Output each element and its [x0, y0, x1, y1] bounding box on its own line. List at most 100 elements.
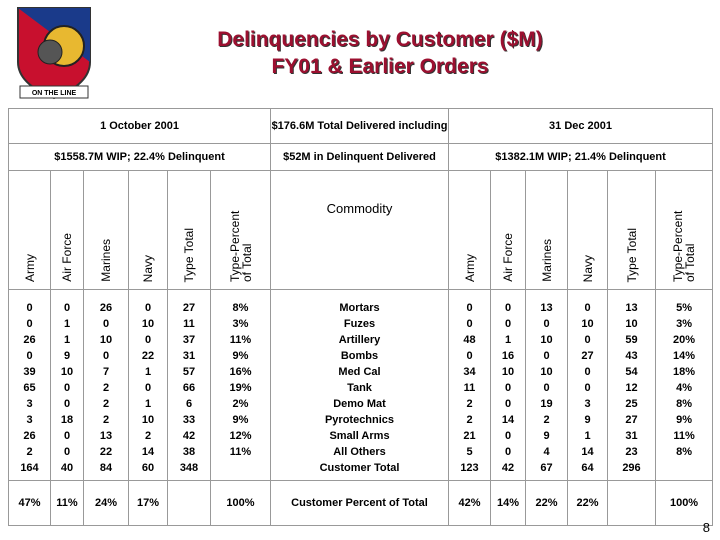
value-cell: 3	[8, 396, 51, 412]
value-cell: 13	[525, 289, 568, 316]
value-cell: 19%	[210, 380, 271, 396]
summary-header: $1558.7M WIP; 22.4% Delinquent	[8, 143, 271, 171]
value-cell: 1	[128, 364, 168, 380]
value-cell: 0	[490, 380, 526, 396]
value-cell: 20%	[654, 332, 714, 348]
value-cell: 348	[167, 460, 211, 481]
value-cell: 3%	[654, 316, 714, 332]
value-cell: 2	[448, 412, 491, 428]
value-cell: 9	[50, 348, 84, 364]
value-cell: 59	[607, 332, 656, 348]
value-cell: 9	[525, 428, 568, 444]
value-cell: 9%	[210, 412, 271, 428]
value-cell: 9%	[654, 412, 714, 428]
value-cell: 0	[448, 348, 491, 364]
value-cell: 5	[448, 444, 491, 460]
value-cell: 22	[83, 444, 129, 460]
value-cell: 10	[567, 316, 608, 332]
commodity-cell: Customer Percent of Total	[270, 480, 449, 526]
value-cell: 26	[83, 289, 129, 316]
value-cell: 0	[490, 428, 526, 444]
value-cell: 2	[83, 380, 129, 396]
column-header: Marines	[525, 170, 568, 290]
data-row: 26 0 13 2 42 12% Small Arms 21 0 9 1 31 11%	[8, 428, 714, 444]
value-cell: 34	[448, 364, 491, 380]
commodity-cell: All Others	[270, 444, 449, 460]
value-cell: 9	[567, 412, 608, 428]
value-cell: 0	[525, 380, 568, 396]
value-cell: 0	[8, 316, 51, 332]
column-header: Type-Percent of Total	[654, 170, 714, 290]
value-cell: 66	[167, 380, 211, 396]
value-cell: 2%	[210, 396, 271, 412]
data-row: 65 0 2 0 66 19% Tank 11 0 0 0 12 4%	[8, 380, 714, 396]
value-cell: 11%	[210, 444, 271, 460]
value-cell	[210, 460, 271, 481]
commodity-cell: Med Cal	[270, 364, 449, 380]
value-cell: 13	[607, 289, 656, 316]
title: Delinquencies by Customer ($M)	[217, 28, 543, 51]
column-header: Marines	[83, 170, 129, 290]
percent-cell: 24%	[83, 480, 129, 526]
column-header-text: Navy	[141, 254, 155, 282]
value-cell: 10	[83, 332, 129, 348]
value-cell: 12%	[210, 428, 271, 444]
percent-cell	[607, 480, 656, 526]
data-row: 26 1 10 0 37 11% Artillery 48 1 10 0 59 20%	[8, 332, 714, 348]
value-cell: 27	[567, 348, 608, 364]
value-cell: 11	[167, 316, 211, 332]
value-cell: 10	[525, 332, 568, 348]
value-cell: 8%	[654, 396, 714, 412]
data-row: 2 0 22 14 38 11% All Others 5 0 4 14 23 8%	[8, 444, 714, 460]
value-cell: 14	[567, 444, 608, 460]
value-cell: 11	[448, 380, 491, 396]
value-cell: 14%	[654, 348, 714, 364]
value-cell: 0	[128, 332, 168, 348]
value-cell: 5%	[654, 289, 714, 316]
value-cell: 0	[448, 316, 491, 332]
percent-cell: 47%	[8, 480, 51, 526]
value-cell: 25	[607, 396, 656, 412]
data-row: 164 40 84 60 348 Customer Total 123 42 67 64 296	[8, 460, 714, 481]
value-cell: 0	[490, 289, 526, 316]
value-cell: 1	[490, 332, 526, 348]
percent-cell: 14%	[490, 480, 526, 526]
value-cell: 0	[525, 316, 568, 332]
value-cell: 0	[50, 380, 84, 396]
value-cell: 0	[567, 380, 608, 396]
value-cell: 9%	[210, 348, 271, 364]
value-cell: 6	[167, 396, 211, 412]
value-cell: 8%	[210, 289, 271, 316]
column-header-text: Army	[462, 254, 477, 282]
column-header-row: Army Air Force Marines Navy Type Total Type-P…	[8, 170, 714, 290]
value-cell: 0	[490, 396, 526, 412]
column-header: Navy	[567, 170, 608, 290]
value-cell: 296	[607, 460, 656, 481]
value-cell: 26	[8, 428, 51, 444]
value-cell: 164	[8, 460, 51, 481]
data-row: 3 0 2 1 6 2% Demo Mat 2 0 19 3 25 8%	[8, 396, 714, 412]
value-cell: 16	[490, 348, 526, 364]
value-cell: 42	[490, 460, 526, 481]
value-cell: 23	[607, 444, 656, 460]
value-cell: 64	[567, 460, 608, 481]
percent-cell: 100%	[210, 480, 271, 526]
value-cell: 48	[448, 332, 491, 348]
value-cell: 84	[83, 460, 129, 481]
data-row: 3 18 2 10 33 9% Pyrotechnics 2 14 2 9 27 9%	[8, 412, 714, 428]
value-cell: 3	[8, 412, 51, 428]
value-cell: 39	[8, 364, 51, 380]
value-cell: 0	[83, 316, 129, 332]
data-row: 39 10 7 1 57 16% Med Cal 34 10 10 0 54 18%	[8, 364, 714, 380]
value-cell: 0	[8, 348, 51, 364]
value-cell: 2	[83, 396, 129, 412]
delinquency-table: 1 October 2001 $176.6M Total Delivered in…	[8, 108, 714, 526]
value-cell: 11%	[654, 428, 714, 444]
period-header: 31 Dec 2001	[447, 108, 714, 144]
value-cell: 1	[50, 332, 84, 348]
value-cell: 16%	[210, 364, 271, 380]
value-cell: 1	[50, 316, 84, 332]
value-cell: 0	[525, 348, 568, 364]
value-cell: 10	[128, 316, 168, 332]
value-cell: 2	[8, 444, 51, 460]
